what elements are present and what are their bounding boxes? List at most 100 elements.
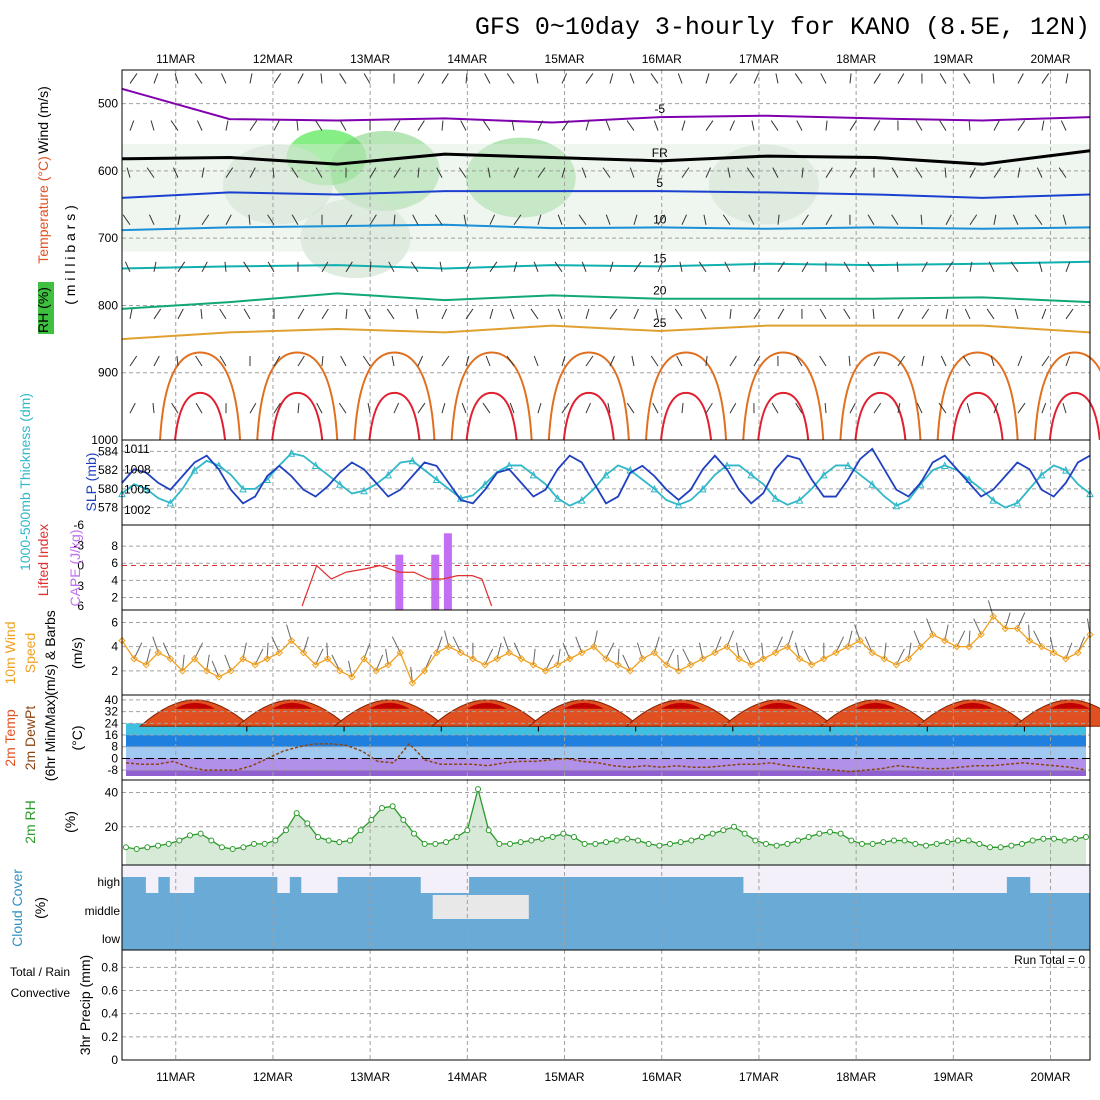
wind-barb	[129, 402, 136, 414]
top-date-label: 20MAR	[1031, 52, 1071, 66]
wind-barb	[297, 403, 300, 414]
dewpoint-axis-label: 2m DewPt	[22, 706, 38, 771]
wind-barb	[626, 402, 635, 414]
wind-speed-marker	[469, 655, 477, 663]
wind-barb	[124, 261, 131, 273]
wind-barb	[513, 214, 522, 226]
wind-barb	[458, 167, 467, 178]
rh-marker	[453, 834, 460, 841]
slp-tick-label: 1008	[124, 462, 151, 476]
pressure-tick-label: 600	[98, 164, 118, 178]
rh-marker	[976, 840, 983, 847]
wind-speed-marker	[299, 649, 308, 657]
wind-barb	[441, 308, 448, 320]
wind-speed-marker	[686, 661, 695, 669]
wind-barb	[417, 120, 425, 131]
wind-barb	[225, 214, 232, 225]
cloud-middle-gap	[444, 895, 458, 919]
wind-barb	[321, 261, 329, 273]
cloud-high-gap	[755, 865, 768, 893]
wind-barb	[1041, 308, 1047, 320]
cloud-high-gap	[217, 865, 231, 877]
cloud-middle-gap	[516, 895, 529, 919]
wind-barb	[777, 308, 785, 320]
wind-barb	[796, 120, 803, 131]
wind-speed-marker	[723, 642, 731, 651]
wind-speed-marker	[977, 630, 985, 639]
wind-barb	[622, 654, 631, 672]
rh-marker	[155, 842, 161, 849]
wind-barb	[921, 261, 928, 273]
cloud-high-gap	[516, 865, 529, 877]
top-date-axis: 11MAR 12MAR 13MAR 14MAR 15MAR 16MAR 17MAR 18MAR…	[156, 52, 1071, 66]
wind-barb	[417, 402, 426, 414]
cloud-high-gap	[659, 865, 673, 877]
wind-barb	[992, 73, 995, 84]
rh-marker	[763, 840, 769, 847]
thickness-tick-label: 578	[98, 501, 118, 515]
thickness-marker	[239, 484, 247, 493]
rh-marker	[389, 803, 396, 810]
rh-marker	[283, 827, 289, 834]
rh-marker	[539, 835, 545, 842]
wind-barb	[753, 355, 761, 367]
wind-barb	[170, 120, 179, 131]
wind-barb	[867, 214, 875, 225]
precip-tick-label: 0.4	[101, 1007, 118, 1021]
cloud-high-gap	[1066, 865, 1079, 893]
wind-barb	[220, 73, 227, 84]
wind-barb	[729, 355, 737, 367]
wind-speed-marker	[674, 667, 683, 675]
wind-barb	[849, 120, 857, 131]
rh-marker	[229, 846, 236, 853]
wind-barb	[489, 308, 494, 320]
temp-tick-label: 0	[111, 751, 118, 765]
temp-min-marker: I	[245, 720, 248, 734]
wind-speed-marker	[856, 636, 864, 645]
wind-speed-marker	[420, 667, 429, 675]
lifted-cape-panel: -6 -3 0 3 6 2 4 6 8 Lifted Index CAPE (J/kg)	[35, 518, 1091, 613]
temp-tick-label: 24	[105, 716, 119, 730]
wind-barb	[176, 355, 179, 367]
wind-barb	[677, 73, 683, 84]
rh-marker	[421, 840, 428, 847]
wind-speed-marker	[892, 661, 901, 669]
top-date-label: 14MAR	[447, 52, 487, 66]
wind-barb	[320, 73, 323, 84]
rh-marker	[1072, 835, 1079, 842]
wind-barb	[655, 308, 659, 320]
pressure-tick-label: 1000	[91, 433, 118, 447]
wind-barb	[345, 214, 353, 225]
wind-barb	[393, 167, 401, 178]
wind-barb	[273, 402, 281, 414]
temperature-contour-30	[645, 351, 728, 441]
wind-barb	[724, 261, 731, 273]
cloud-row-label: high	[97, 875, 120, 889]
cloud-high-gap	[791, 865, 804, 893]
rh-marker	[656, 842, 663, 849]
wind-barb	[801, 167, 804, 178]
cloud-high-gap	[970, 865, 983, 893]
wind-barb	[609, 355, 615, 367]
wind-barb	[962, 355, 971, 367]
rh-marker	[912, 840, 919, 847]
temp-tick-label: 32	[105, 705, 119, 719]
wind-barb	[484, 648, 494, 666]
lifted-axis-label: Lifted Index	[35, 524, 51, 596]
temp-axis-label: 2m Temp	[2, 709, 18, 767]
wind-barb	[506, 355, 515, 367]
wind-barb	[195, 402, 203, 414]
wind-speed-marker	[130, 655, 138, 663]
wind-barb	[770, 120, 779, 131]
wind-speed-marker	[1074, 649, 1082, 657]
rh-marker	[123, 844, 129, 851]
wind-barb	[973, 618, 982, 635]
wind-barb	[315, 648, 324, 666]
rh-marker	[304, 820, 311, 827]
top-date-label: 15MAR	[545, 52, 585, 66]
wind-barb	[537, 402, 542, 414]
wind-barb	[393, 120, 401, 131]
wind-barb	[777, 214, 780, 225]
wind-barb	[703, 214, 707, 225]
cloud-high-gap	[946, 865, 960, 893]
